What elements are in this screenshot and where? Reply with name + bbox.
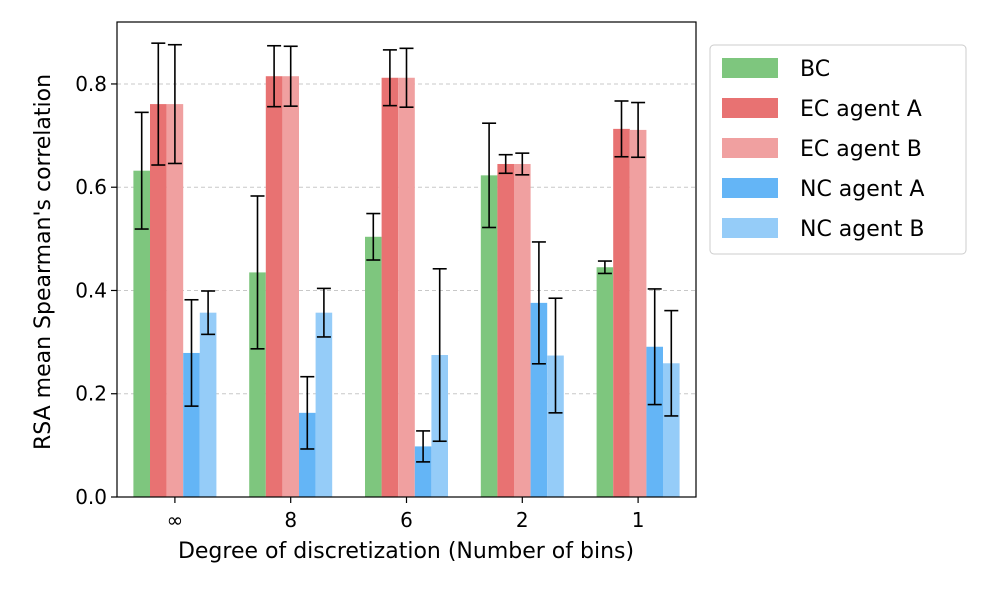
legend-label: EC agent B (800, 137, 922, 162)
y-axis-label: RSA mean Spearman's correlation (31, 74, 56, 450)
bar (663, 363, 680, 497)
legend-label: NC agent B (800, 217, 924, 242)
x-tick-label: ∞ (167, 508, 184, 532)
x-tick-label: 6 (400, 508, 413, 532)
bar (596, 267, 614, 497)
bar (629, 129, 647, 498)
legend-label: NC agent A (800, 177, 924, 202)
y-tick-label: 0.4 (75, 278, 107, 302)
legend-label: EC agent A (800, 97, 922, 122)
x-tick-label: 8 (284, 508, 297, 532)
bar (514, 163, 531, 497)
bar (480, 175, 498, 497)
bar (530, 302, 548, 497)
legend-swatch (722, 58, 778, 78)
bar (547, 355, 564, 497)
bar (497, 163, 514, 497)
legend-swatch (722, 218, 778, 238)
legend: BC EC agent A EC agent B NC agent A NC agent… (709, 44, 967, 255)
bar (183, 352, 200, 497)
bar (299, 412, 316, 497)
bar (315, 312, 333, 497)
bar (381, 77, 399, 498)
bar (365, 236, 382, 498)
legend-swatch (722, 138, 778, 158)
bar (282, 76, 299, 497)
x-tick-label: 2 (516, 508, 529, 532)
y-tick-label: 0.8 (75, 72, 107, 96)
bar (133, 170, 150, 497)
bar (199, 312, 217, 497)
bars (133, 76, 680, 498)
bar (150, 104, 167, 497)
legend-swatch (722, 178, 778, 198)
x-tick-label: 1 (632, 508, 645, 532)
y-ticks: 0.0 0.2 0.4 0.6 0.8 (75, 72, 117, 509)
bar (613, 128, 630, 497)
legend-swatch (722, 98, 778, 118)
x-axis-label: Degree of discretization (Number of bins… (178, 539, 634, 564)
legend-frame (709, 44, 967, 255)
bar (646, 346, 663, 497)
error-bars (134, 42, 679, 463)
bar (414, 446, 432, 497)
y-tick-label: 0.6 (75, 175, 107, 199)
x-ticks: ∞ 8 6 2 1 (167, 497, 645, 532)
bar (265, 76, 283, 497)
y-tick-label: 0.2 (75, 382, 107, 406)
y-tick-label: 0.0 (75, 485, 107, 509)
bar (166, 104, 184, 497)
bar (398, 77, 415, 498)
bar (249, 272, 266, 497)
legend-label: BC (800, 57, 830, 82)
